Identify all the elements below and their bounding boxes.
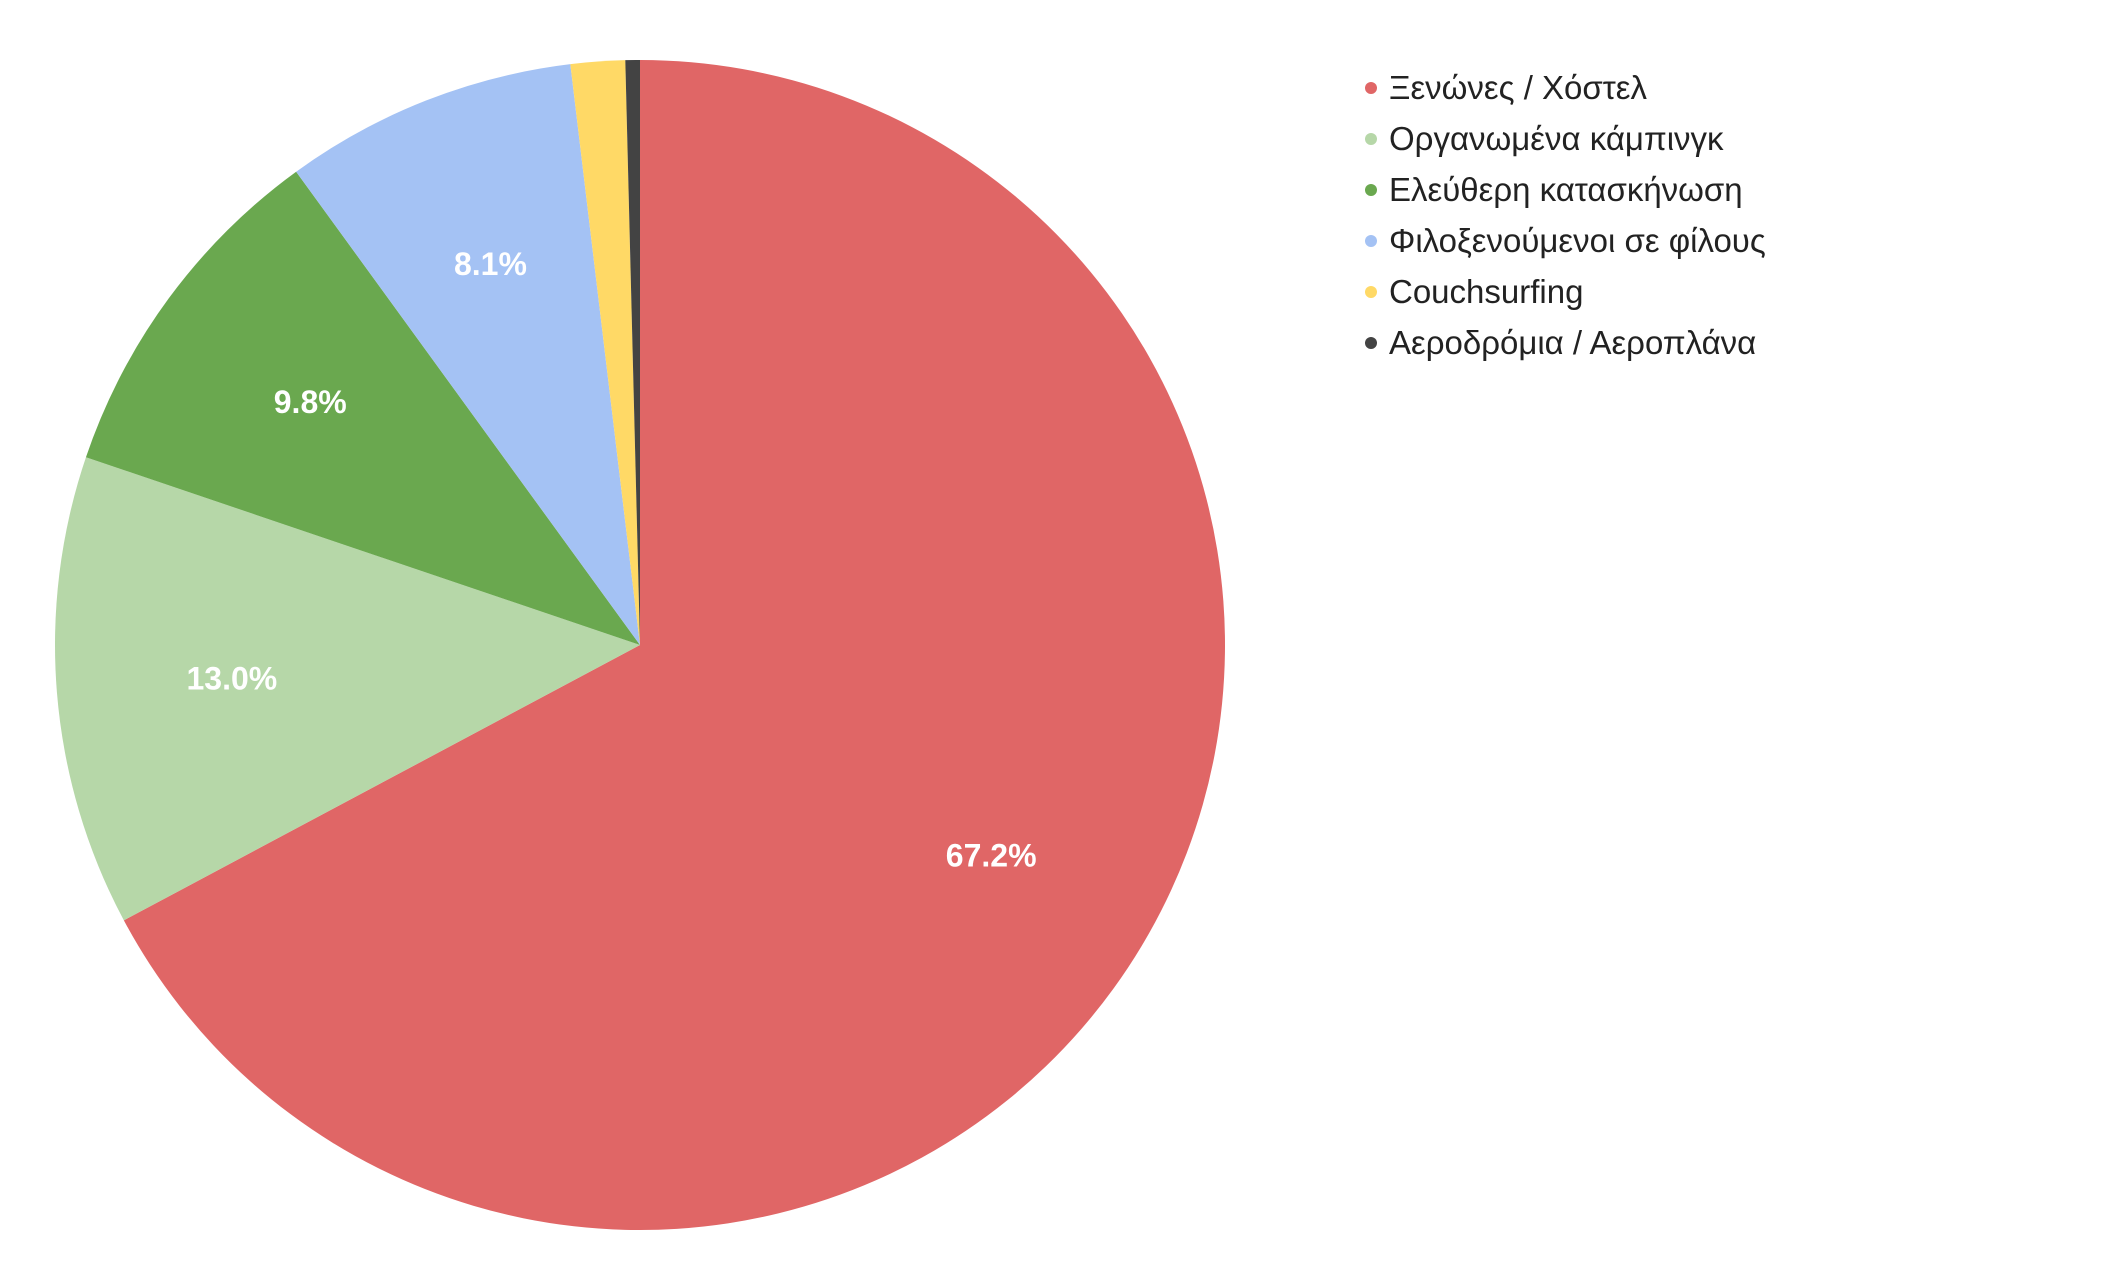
- legend-label-2: Ελεύθερη κατασκήνωση: [1389, 170, 1743, 208]
- legend-label-0: Ξενώνες / Χόστελ: [1389, 68, 1648, 106]
- legend-item-4: Couchsurfing: [1365, 266, 1766, 317]
- pie-slice-2: [85, 171, 640, 646]
- pie-slice-0: [123, 60, 1226, 1230]
- legend-item-5: Αεροδρόμια / Αεροπλάνα: [1365, 317, 1766, 368]
- legend-item-3: Φιλοξενούμενοι σε φίλους: [1365, 215, 1766, 266]
- legend-label-5: Αεροδρόμια / Αεροπλάνα: [1389, 323, 1757, 361]
- pie-slices: [54, 60, 1226, 1230]
- pie-slice-5: [625, 60, 640, 645]
- legend-swatch-1: [1365, 132, 1377, 145]
- legend-swatch-0: [1365, 81, 1377, 94]
- legend-label-1: Οργανωμένα κάμπινγκ: [1389, 119, 1724, 157]
- legend-item-0: Ξενώνες / Χόστελ: [1365, 62, 1766, 113]
- legend-item-2: Ελεύθερη κατασκήνωση: [1365, 164, 1766, 215]
- pie-slice-3: [296, 64, 640, 645]
- pie-slice-label-0: 67.2%: [946, 838, 1037, 874]
- pie-slice-label-2: 9.8%: [274, 384, 347, 420]
- pie-slice-1: [54, 457, 640, 921]
- pie-slice-4: [570, 60, 640, 645]
- legend-swatch-2: [1365, 183, 1377, 196]
- pie-slice-label-3: 8.1%: [454, 246, 527, 282]
- legend-label-4: Couchsurfing: [1389, 272, 1584, 310]
- legend-swatch-3: [1365, 234, 1377, 247]
- legend-swatch-4: [1365, 285, 1377, 298]
- legend-item-1: Οργανωμένα κάμπινγκ: [1365, 113, 1766, 164]
- pie-slice-label-1: 13.0%: [186, 660, 277, 696]
- pie-slice-labels: 67.2% 13.0% 9.8% 8.1%: [186, 246, 1036, 874]
- legend-swatch-5: [1365, 336, 1377, 349]
- legend: Ξενώνες / Χόστελ Οργανωμένα κάμπινγκ Ελεύθ…: [1365, 62, 1766, 368]
- legend-label-3: Φιλοξενούμενοι σε φίλους: [1389, 221, 1766, 259]
